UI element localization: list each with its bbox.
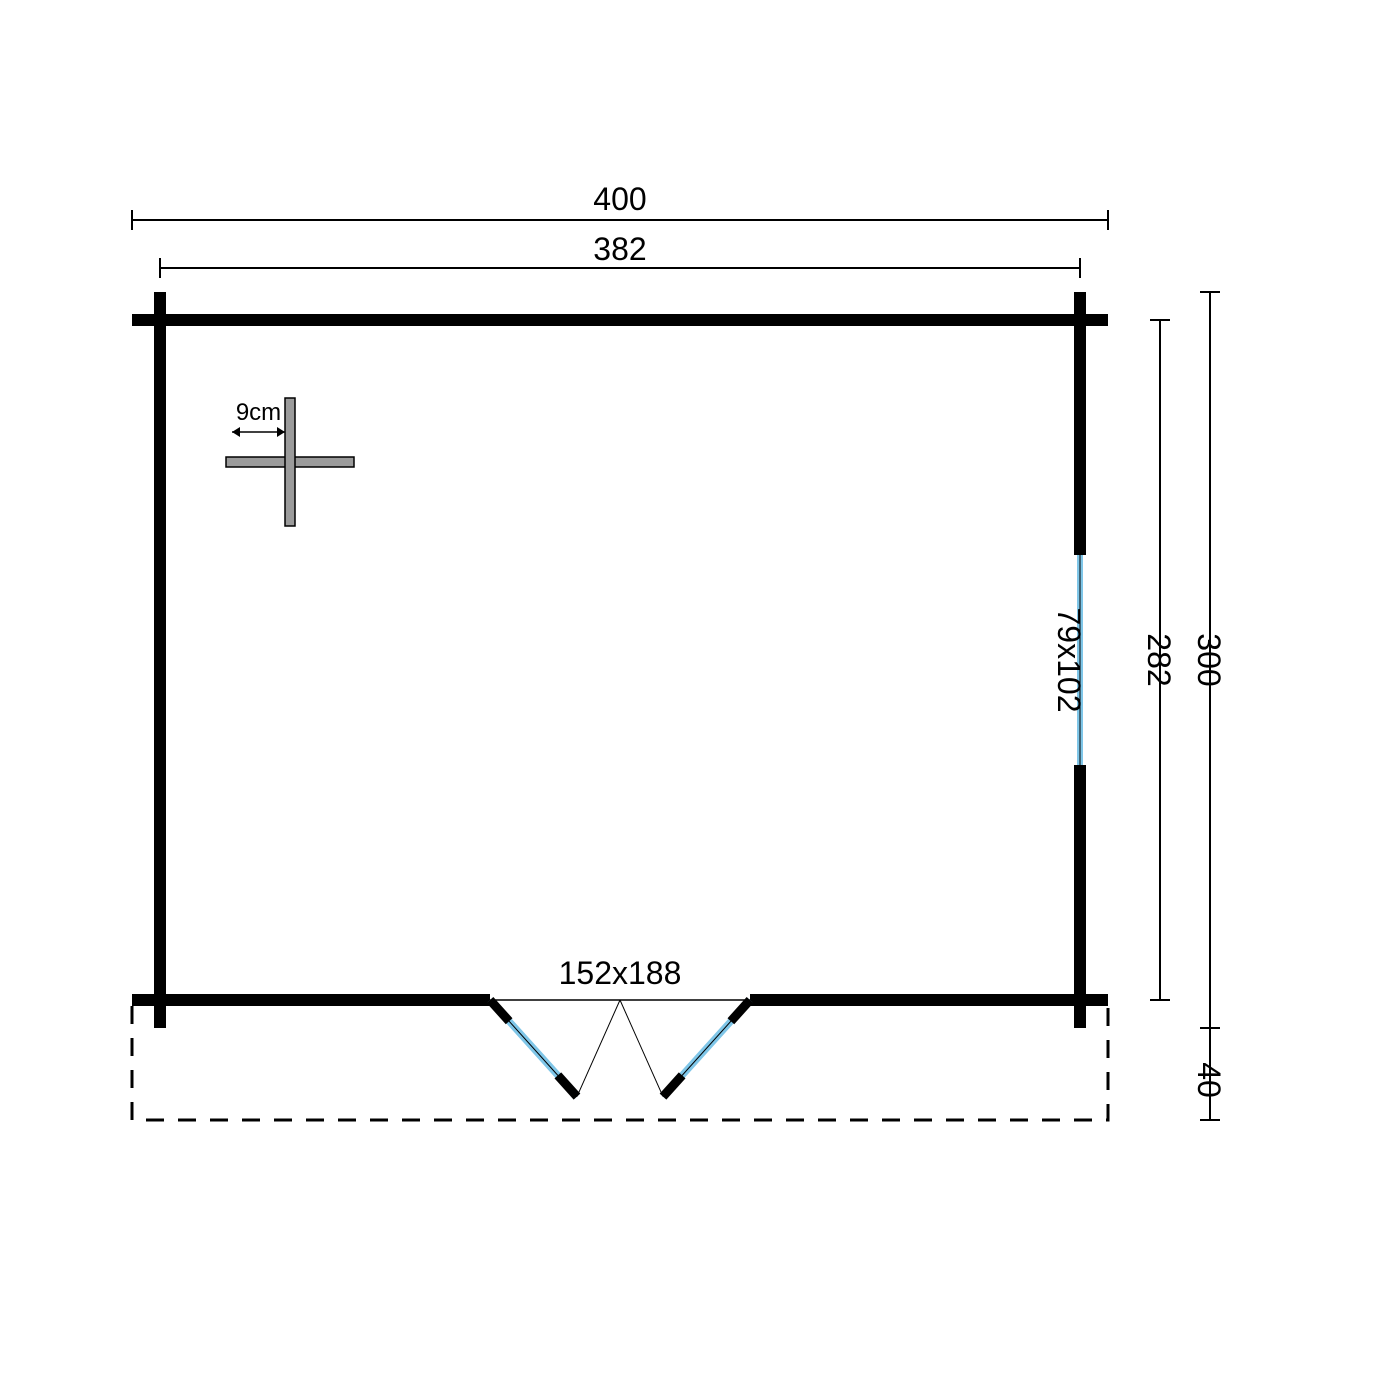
joint-label: 9cm — [236, 399, 281, 426]
joint-bar-v — [285, 398, 295, 526]
door-swing — [620, 1000, 663, 1097]
dim-top-outer-label: 400 — [593, 181, 646, 217]
door-swing — [577, 1000, 620, 1097]
dim-right-porch-label: 40 — [1191, 1062, 1227, 1098]
dim-top-inner-label: 382 — [593, 231, 646, 267]
floorplan-diagram: 400 382 282 300 40 79x102 152x188 9cm — [0, 0, 1400, 1400]
window-label: 79x102 — [1051, 608, 1087, 713]
dim-right-inner-label: 282 — [1141, 633, 1177, 686]
porch-outline — [132, 1006, 1108, 1120]
door-label: 152x188 — [559, 955, 682, 991]
dim-right-outer-label: 300 — [1191, 633, 1227, 686]
